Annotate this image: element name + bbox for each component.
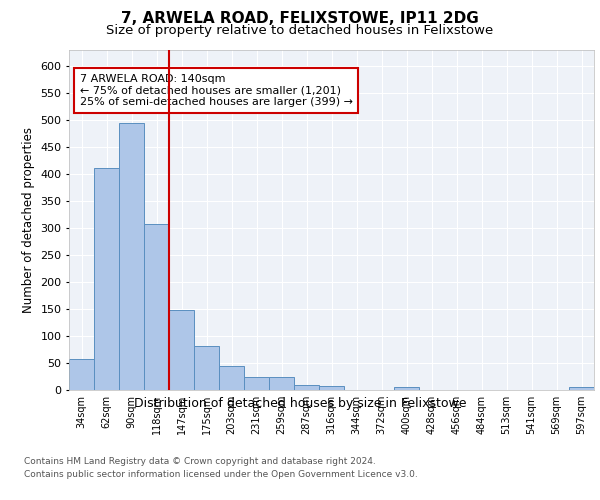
Text: Distribution of detached houses by size in Felixstowe: Distribution of detached houses by size … <box>134 398 466 410</box>
Bar <box>119 124 144 390</box>
Bar <box>394 388 419 390</box>
Text: 7, ARWELA ROAD, FELIXSTOWE, IP11 2DG: 7, ARWELA ROAD, FELIXSTOWE, IP11 2DG <box>121 11 479 26</box>
Text: 7 ARWELA ROAD: 140sqm
← 75% of detached houses are smaller (1,201)
25% of semi-d: 7 ARWELA ROAD: 140sqm ← 75% of detached … <box>79 74 353 107</box>
Bar <box>219 366 244 390</box>
Bar <box>169 310 194 390</box>
Text: Size of property relative to detached houses in Felixstowe: Size of property relative to detached ho… <box>106 24 494 37</box>
Bar <box>94 168 119 390</box>
Bar <box>294 384 319 390</box>
Bar <box>569 388 594 390</box>
Text: Contains public sector information licensed under the Open Government Licence v3: Contains public sector information licen… <box>24 470 418 479</box>
Bar <box>269 377 294 390</box>
Y-axis label: Number of detached properties: Number of detached properties <box>22 127 35 313</box>
Bar <box>144 224 169 390</box>
Bar <box>69 359 94 390</box>
Bar <box>194 346 219 390</box>
Bar <box>244 377 269 390</box>
Text: Contains HM Land Registry data © Crown copyright and database right 2024.: Contains HM Land Registry data © Crown c… <box>24 458 376 466</box>
Bar <box>319 386 344 390</box>
